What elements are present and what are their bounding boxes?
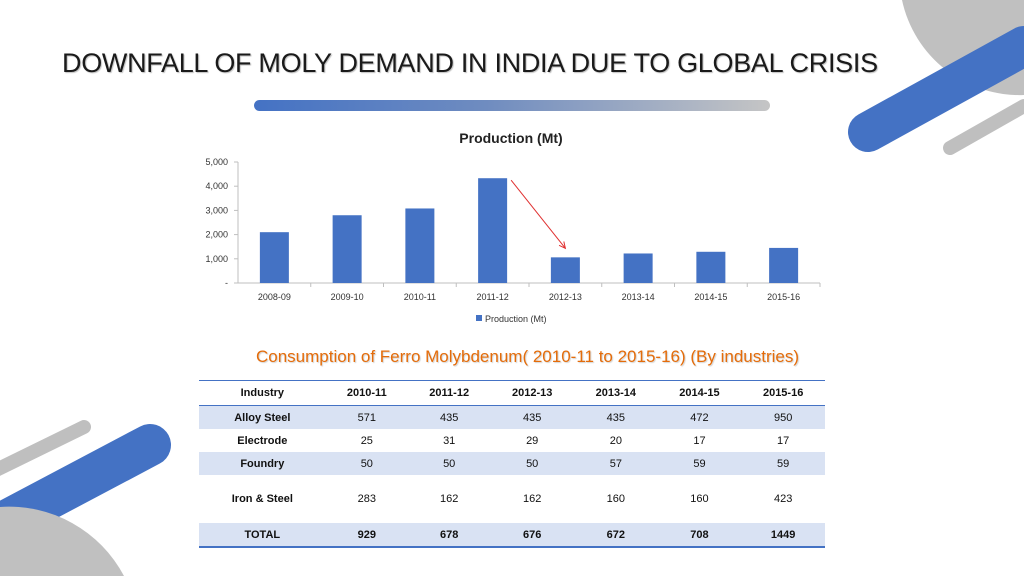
total-cell: 708 [657,523,742,548]
value-cell: 59 [657,452,742,475]
value-cell: 435 [574,405,658,429]
gray-stripe-shape [943,99,1024,155]
header-cell: 2010-11 [325,380,408,406]
header-cell: 2015-16 [741,380,825,406]
table-row: Iron & Steel 283 162 162 160 160 423 [199,475,825,523]
bar [769,247,799,283]
header-cell: 2013-14 [574,380,658,406]
value-cell: 472 [657,405,742,429]
value-cell: 25 [360,434,373,447]
value-cell: 50 [408,452,491,475]
y-tick-label: 5,000 [205,157,228,167]
x-tick-label: 2011-12 [476,292,508,302]
value-cell: 435 [490,405,575,429]
bar [478,178,508,283]
y-tick-label: 3,000 [205,205,228,215]
value-cell: 423 [773,493,793,505]
table-row: Alloy Steel 571 435 435 435 472 950 [199,405,825,429]
blue-stripe-shape [848,26,1024,152]
total-cell: 1449 [741,523,825,548]
title-underline-bar [254,100,770,111]
gray-stripe-shape-left [0,420,91,476]
page-title: DOWNFALL OF MOLY DEMAND IN INDIA DUE TO … [62,48,878,78]
bar [405,208,435,283]
table-title: Consumption of Ferro Molybdenum( 2010-11… [256,347,800,366]
value-cell: 57 [574,452,658,475]
header-cell: 2011-12 [408,380,491,406]
value-cell: 283 [357,493,376,505]
header-cell: Industry [199,380,326,406]
bar [259,232,289,283]
legend-swatch [476,315,482,321]
y-tick-label: 4,000 [205,181,228,191]
table-header-row: Industry 2010-11 2011-12 2012-13 2013-14… [199,380,825,406]
value-cell: 950 [741,405,825,429]
bar [696,251,726,283]
top-right-decoration [848,0,1024,155]
table-row: Electrode 25 31 29 20 17 17 [199,429,825,452]
bar [550,257,580,283]
value-cell: 59 [741,452,825,475]
production-bar-chart: - 1,000 2,000 3,000 4,000 5,000 2008-09 2009-10… [205,130,821,324]
total-cell: 678 [408,523,491,548]
value-cell: 50 [490,452,575,475]
gray-quarter-shape-left [0,506,124,576]
bottom-left-decoration [0,420,171,576]
industry-cell: TOTAL [199,523,326,548]
x-tick-label: 2008-09 [258,292,291,302]
x-tick-label: 2009-10 [331,292,364,302]
industry-cell: Iron & Steel [231,493,293,505]
header-cell: 2014-15 [657,380,742,406]
chart-title: Production (Mt) [459,130,562,146]
table-row: Foundry 50 50 50 57 59 59 [199,452,825,475]
value-cell: 571 [325,405,408,429]
bar [332,215,362,283]
total-cell: 676 [490,523,575,548]
annotation-arrow-line [510,179,566,249]
value-cell: 17 [693,434,706,447]
y-tick-label: 2,000 [205,230,228,240]
value-cell: 160 [690,493,709,505]
legend-label: Production (Mt) [485,314,547,324]
value-cell: 20 [609,434,622,447]
value-cell: 162 [523,493,542,505]
value-cell: 160 [606,493,626,505]
value-cell: 29 [526,434,539,447]
total-cell: 672 [574,523,658,548]
chart-bars-group [259,178,799,283]
chart-legend: Production (Mt) [476,314,547,324]
table-total-row: TOTAL 929 678 676 672 708 1449 [199,523,825,548]
bar [623,253,653,283]
y-tick-label: - [225,278,228,288]
x-tick-label: 2014-15 [694,292,727,302]
consumption-table: Industry 2010-11 2011-12 2012-13 2013-14… [199,380,825,548]
x-tick-label: 2015-16 [767,292,800,302]
industry-cell: Alloy Steel [199,405,326,429]
y-tick-label: 1,000 [205,254,228,264]
industry-cell: Foundry [199,452,326,475]
x-tick-label: 2012-13 [549,292,582,302]
value-cell: 50 [325,452,408,475]
header-cell: 2012-13 [490,380,575,406]
x-tick-label: 2013-14 [622,292,655,302]
chart-axes [234,161,821,287]
value-cell: 435 [408,405,491,429]
total-cell: 929 [325,523,408,548]
annotation-arrow-head [558,241,567,250]
value-cell: 17 [777,434,790,447]
value-cell: 31 [443,434,456,447]
x-tick-label: 2010-11 [404,292,436,302]
industry-cell: Electrode [237,434,288,447]
value-cell: 162 [440,493,459,505]
chart-labels-group: - 1,000 2,000 3,000 4,000 5,000 2008-09 2009-10… [205,130,800,324]
